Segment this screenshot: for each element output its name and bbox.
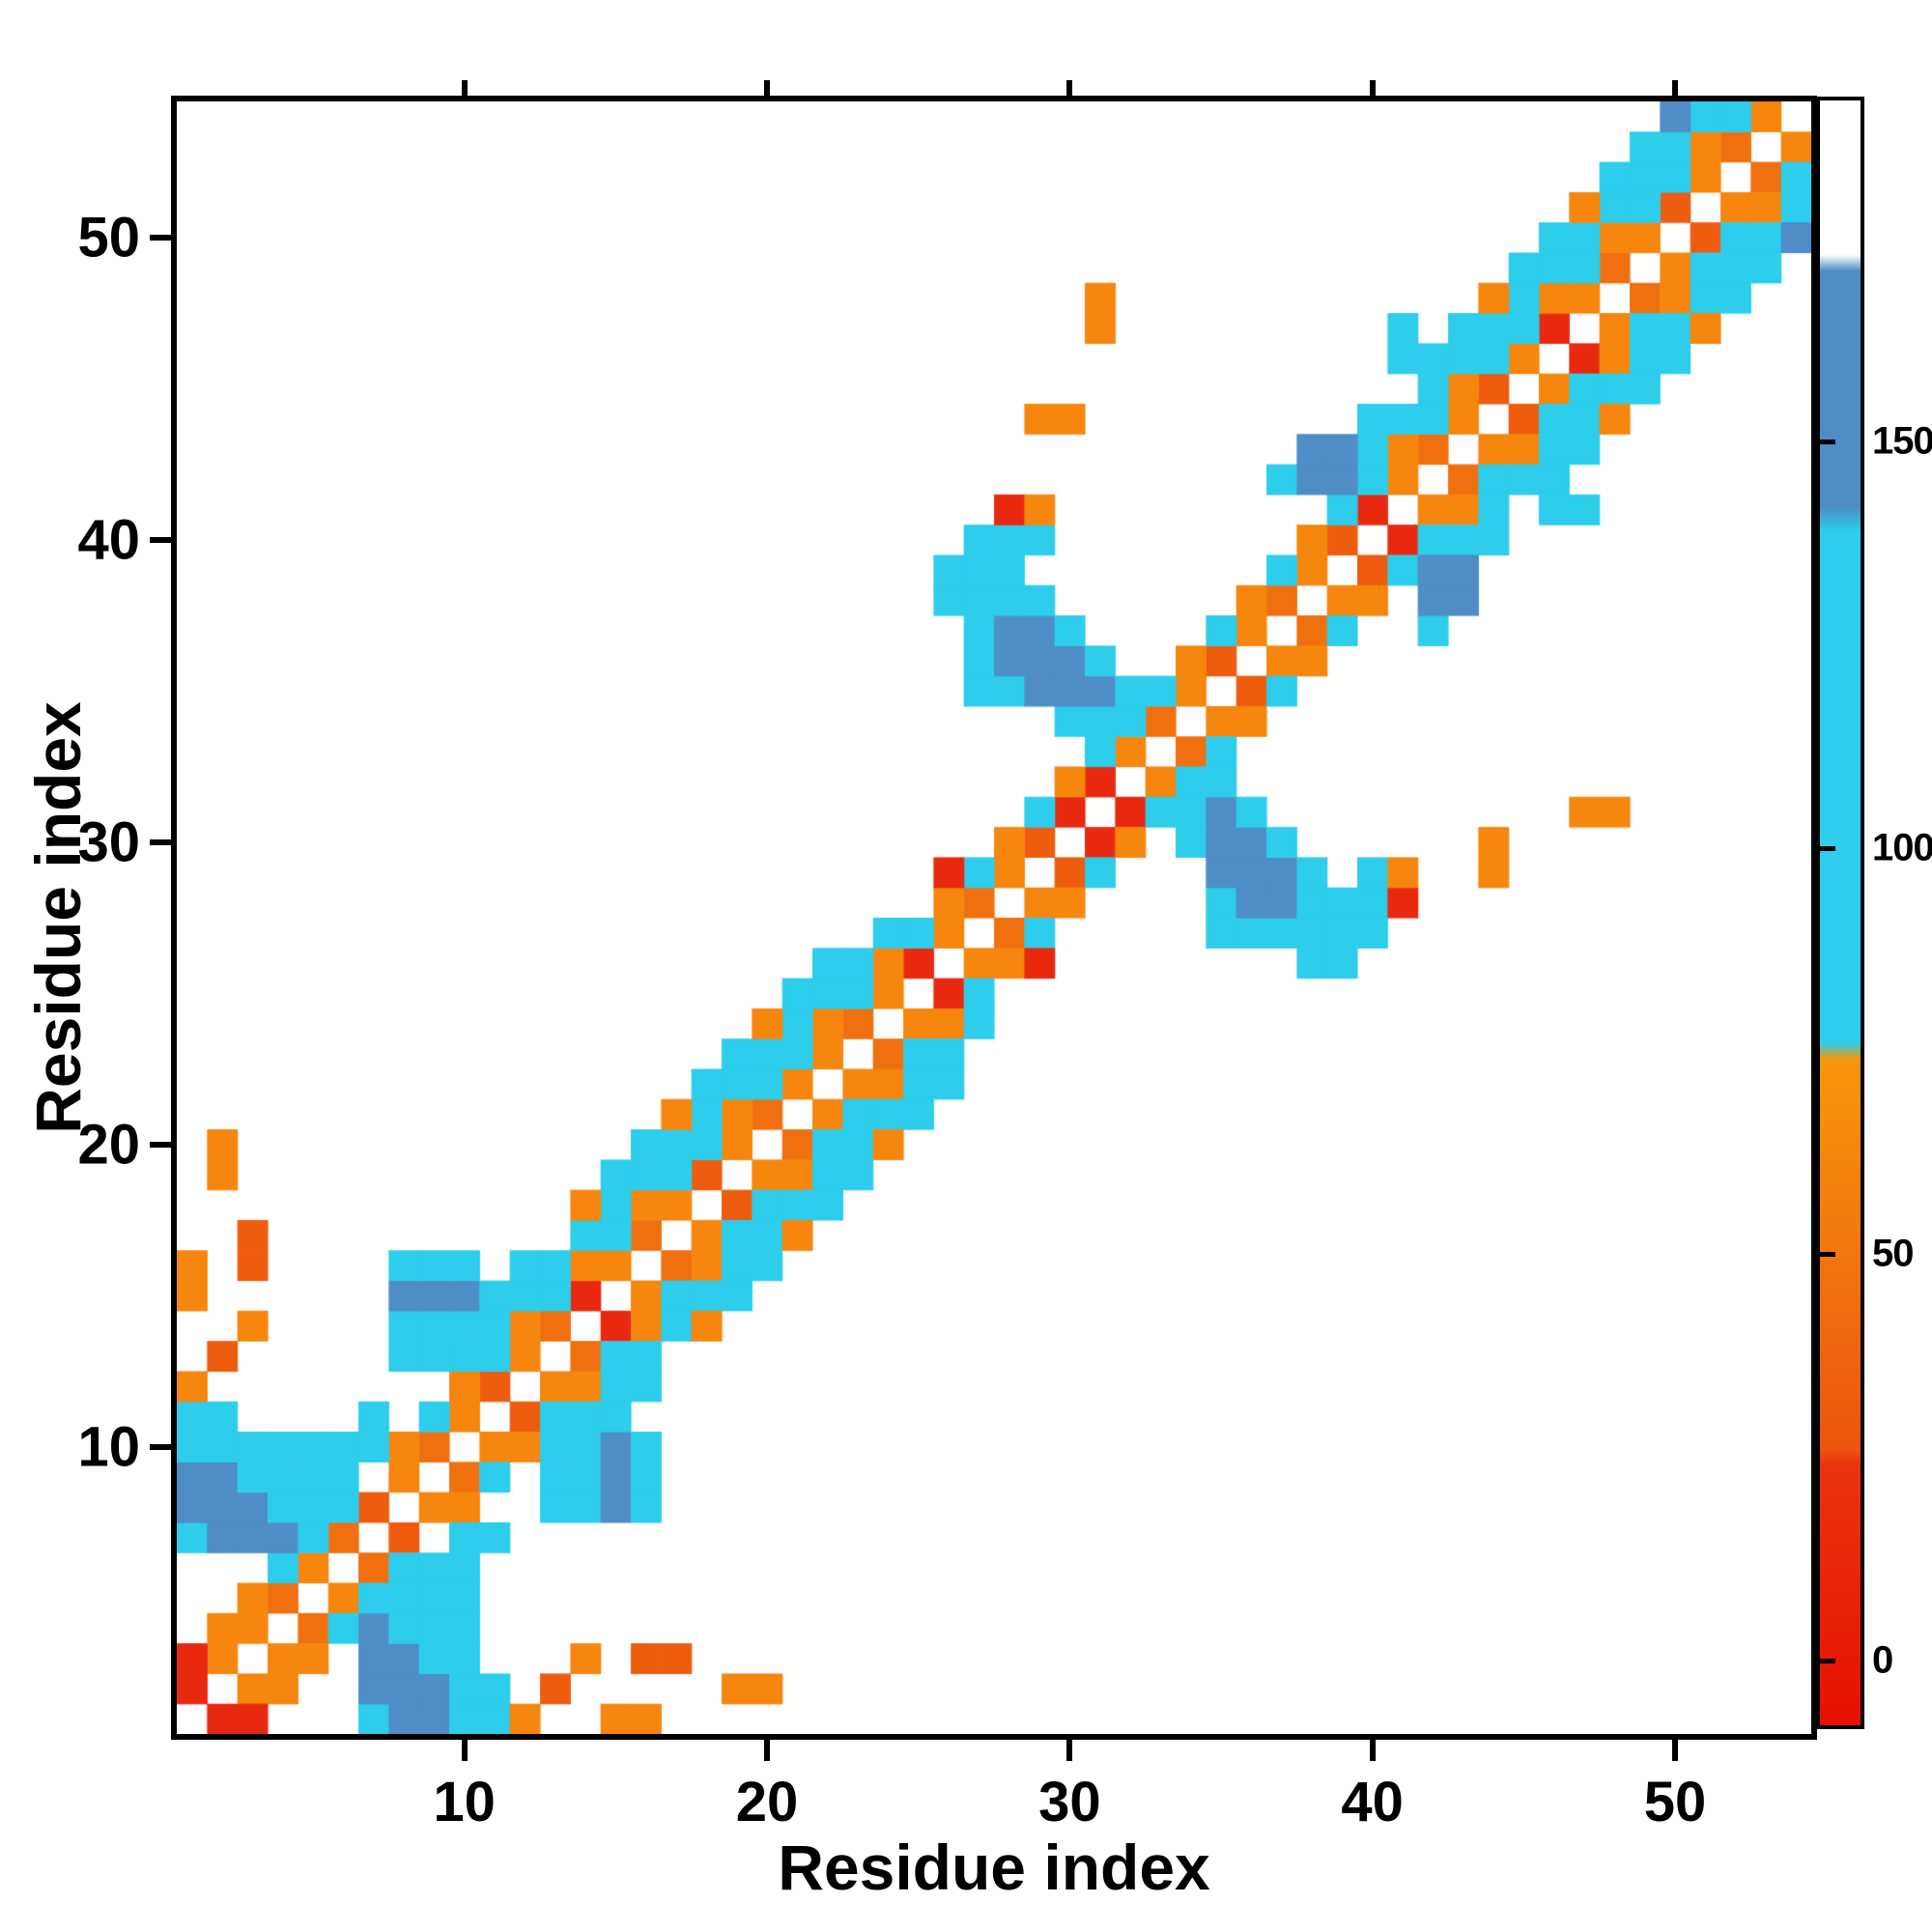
y-tick-mark	[150, 536, 171, 543]
x-tick-label: 30	[1038, 1771, 1101, 1833]
y-tick-label: 10	[77, 1415, 140, 1479]
colorbar-tick-label: 100	[1872, 826, 1932, 869]
x-top-tick-mark	[764, 80, 770, 96]
x-top-tick-mark	[1369, 80, 1376, 96]
x-tick-mark	[1369, 1740, 1376, 1761]
x-tick-label: 50	[1643, 1771, 1707, 1833]
y-tick-label: 50	[77, 206, 140, 270]
x-top-tick-mark	[1066, 80, 1073, 96]
plot-area	[171, 96, 1817, 1740]
colorbar-tick-label: 50	[1872, 1232, 1914, 1275]
heatmap-canvas	[177, 101, 1811, 1734]
y-tick-label: 30	[77, 810, 140, 874]
x-tick-label: 10	[433, 1771, 496, 1833]
y-tick-mark	[150, 1141, 171, 1148]
y-tick-label: 20	[77, 1113, 140, 1177]
y-axis-label: Residue index	[22, 701, 94, 1134]
y-tick-label: 40	[77, 508, 140, 572]
colorbar	[1816, 97, 1864, 1729]
x-top-tick-mark	[461, 80, 468, 96]
x-tick-mark	[1066, 1740, 1073, 1761]
colorbar-tick-label: 0	[1872, 1638, 1893, 1682]
colorbar-tick-mark	[1820, 845, 1835, 851]
x-top-tick-mark	[1672, 80, 1678, 96]
x-tick-mark	[461, 1740, 468, 1761]
y-tick-mark	[150, 838, 171, 845]
y-tick-mark	[150, 234, 171, 241]
x-tick-mark	[1672, 1740, 1678, 1761]
x-tick-label: 20	[735, 1771, 799, 1833]
colorbar-tick-label: 150	[1872, 419, 1932, 463]
colorbar-canvas	[1820, 100, 1861, 1725]
colorbar-tick-mark	[1820, 440, 1835, 445]
colorbar-tick-mark	[1820, 1658, 1835, 1663]
x-tick-label: 40	[1341, 1771, 1404, 1833]
y-tick-mark	[150, 1443, 171, 1450]
colorbar-tick-mark	[1820, 1252, 1835, 1258]
x-tick-mark	[764, 1740, 770, 1761]
x-axis-label: Residue index	[778, 1832, 1210, 1903]
